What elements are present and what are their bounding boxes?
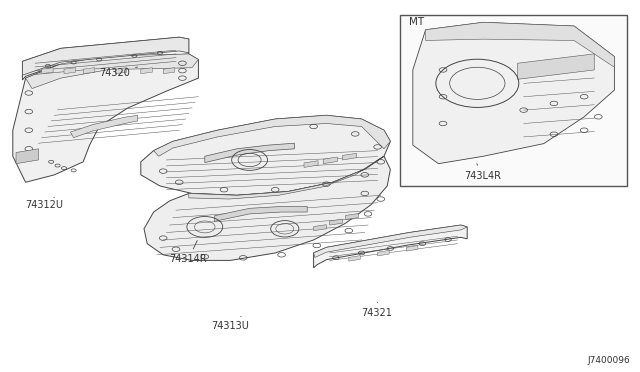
Polygon shape [42,68,53,74]
Polygon shape [141,115,390,195]
Polygon shape [70,115,138,138]
Text: J7400096: J7400096 [588,356,630,365]
Text: 743L4R: 743L4R [464,164,501,180]
Polygon shape [154,115,390,156]
Polygon shape [22,37,189,80]
Polygon shape [314,225,326,231]
Polygon shape [413,22,614,164]
Polygon shape [115,68,127,74]
Polygon shape [22,37,189,75]
Polygon shape [141,68,152,74]
Polygon shape [144,156,390,260]
Polygon shape [205,143,294,163]
Polygon shape [83,68,95,74]
Polygon shape [16,149,38,164]
Text: 74314R: 74314R [170,241,207,264]
Polygon shape [330,219,342,225]
Polygon shape [406,246,418,251]
Polygon shape [346,214,358,219]
Polygon shape [518,54,595,79]
Polygon shape [349,256,360,261]
Text: 74312U: 74312U [26,197,63,210]
Polygon shape [304,161,318,167]
Polygon shape [426,22,614,67]
Polygon shape [378,250,389,256]
Polygon shape [314,225,467,268]
Polygon shape [214,206,307,221]
Polygon shape [189,156,384,199]
Polygon shape [323,157,337,164]
Text: 74321: 74321 [362,302,392,318]
Text: 74320: 74320 [99,67,138,78]
Polygon shape [64,68,76,74]
Text: MT: MT [409,17,424,27]
Polygon shape [13,54,198,182]
Polygon shape [314,225,467,257]
Polygon shape [163,68,175,74]
FancyBboxPatch shape [400,15,627,186]
Polygon shape [342,153,356,160]
Text: 74313U: 74313U [211,316,249,331]
Polygon shape [26,54,198,89]
